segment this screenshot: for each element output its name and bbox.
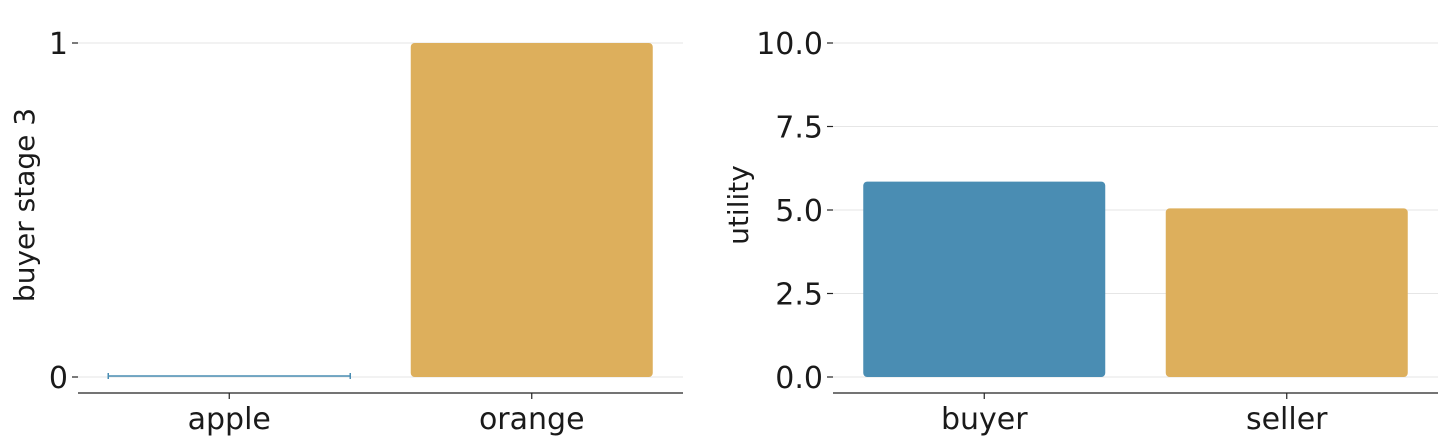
bar-apple [107,373,351,379]
y-axis-label: buyer stage 3 [8,108,41,302]
y-tick-label: 10.0 [756,27,823,62]
x-tick-label: buyer [941,402,1028,437]
y-axis-label: utility [722,165,755,245]
y-tick-label: 5.0 [775,194,823,229]
bar-orange [410,43,653,377]
y-tick-label: 0 [49,361,68,396]
x-tick-label: seller [1246,402,1328,437]
y-tick-label: 7.5 [775,111,823,146]
bar-buyer [863,181,1106,377]
y-tick-label: 0.0 [775,361,823,396]
chart-panel-1: 0 1 buyer stage 3 apple orange [8,27,683,437]
y-tick-label: 1 [49,27,68,62]
x-tick-label: orange [479,402,585,437]
bar-seller [1165,208,1408,377]
x-tick-label: apple [188,402,271,437]
chart-panel-2: 0.0 2.5 5.0 7.5 10.0 utility buyer seller [722,27,1438,437]
y-tick-label: 2.5 [775,278,823,313]
